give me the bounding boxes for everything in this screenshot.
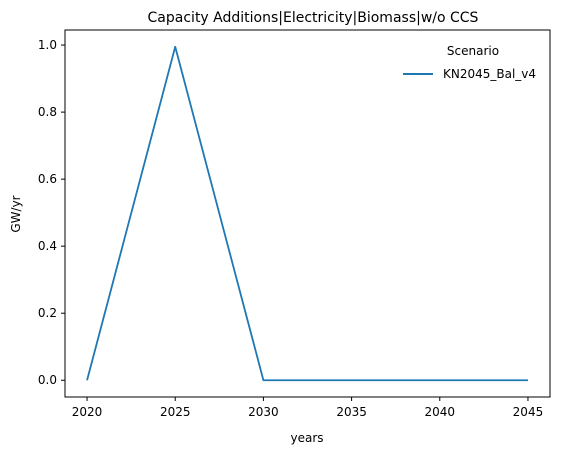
x-tick-label: 2025	[160, 405, 191, 419]
plot-area	[64, 29, 551, 398]
series-line-kn2045-bal-v4	[86, 45, 528, 382]
y-tick-label: 0.2	[38, 306, 57, 320]
chart-title: Capacity Additions|Electricity|Biomass|w…	[148, 10, 479, 26]
y-axis-ticks: 0.0 0.2 0.4 0.6 0.8 1.0	[38, 38, 65, 387]
legend: Scenario KN2045_Bal_v4	[403, 44, 536, 81]
x-tick-label: 2035	[336, 405, 367, 419]
x-tick-label: 2030	[248, 405, 279, 419]
x-tick-label: 2045	[513, 405, 544, 419]
x-axis-ticks: 2020 2025 2030 2035 2040 2045	[72, 397, 543, 419]
y-tick-label: 0.8	[38, 105, 57, 119]
x-tick-label: 2020	[72, 405, 103, 419]
y-tick-label: 1.0	[38, 38, 57, 52]
y-tick-label: 0.4	[38, 239, 57, 253]
x-axis-label: years	[290, 431, 323, 445]
legend-title: Scenario	[447, 44, 499, 58]
legend-label-kn2045-bal-v4: KN2045_Bal_v4	[443, 67, 536, 81]
series-layer	[86, 45, 528, 382]
y-tick-label: 0.6	[38, 172, 57, 186]
y-tick-label: 0.0	[38, 373, 57, 387]
x-tick-label: 2040	[424, 405, 455, 419]
y-axis-label: GW/yr	[9, 195, 23, 232]
